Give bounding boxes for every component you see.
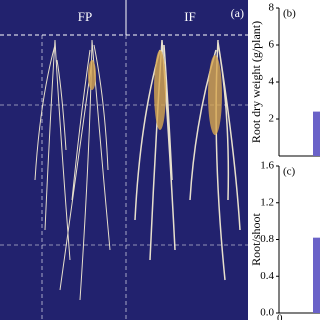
bar <box>313 111 320 156</box>
x-tick-label: 0 <box>277 313 283 320</box>
y-tick-label: 1.6 <box>260 160 274 172</box>
panel-label: (b) <box>283 8 296 20</box>
y-tick-label: 0.4 <box>260 270 274 282</box>
panel-label: (c) <box>283 166 296 178</box>
panel-label: (a) <box>231 6 244 20</box>
photo-lines <box>0 0 248 320</box>
photo-label: IF <box>184 9 196 24</box>
y-tick-label: 0.8 <box>260 233 274 245</box>
y-tick-label: 8 <box>269 2 275 14</box>
y-tick-label: 0.0 <box>260 307 274 319</box>
y-tick-label: 4 <box>269 76 275 88</box>
y-tick-label: 2 <box>269 113 275 125</box>
photo-label: FP <box>78 9 92 24</box>
y-tick-label: 1.2 <box>260 196 274 208</box>
roots <box>34 39 241 301</box>
y-axis-label: Root/shoot <box>249 213 263 266</box>
photo-background <box>0 0 248 320</box>
bar <box>313 237 320 313</box>
y-axis-label: Root dry weight (g/plant) <box>249 21 263 143</box>
root-crowns <box>88 50 222 135</box>
y-tick-label: 6 <box>269 39 275 51</box>
